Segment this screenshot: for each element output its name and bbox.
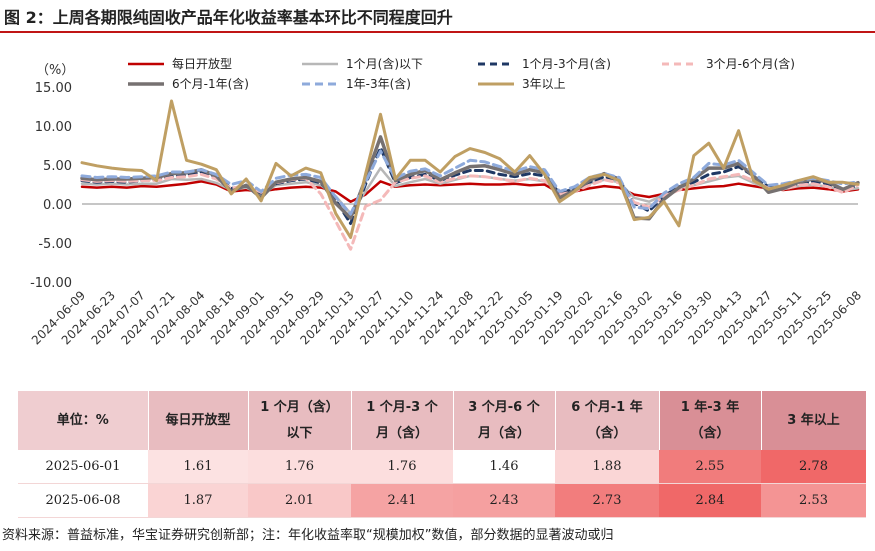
y-tick-label: 15.00 xyxy=(35,81,72,96)
figure-title: 图 2：上周各期限纯固收产品年化收益率基本环比不同程度回升 xyxy=(4,8,453,27)
column-header-line-2: 月（含） xyxy=(375,425,428,441)
yield-table: 单位：% 每日开放型 1 个月（含） 以下 1 个月-3 个月（含） 3 个月-6 个月（… xyxy=(18,391,867,518)
legend-item-label: 3个月-6个月(含) xyxy=(706,56,795,71)
y-tick-label: -5.00 xyxy=(38,237,72,252)
column-header-line-2: （含） xyxy=(690,425,730,441)
table-cell: 2.41 xyxy=(351,483,453,518)
table-cell: 2.01 xyxy=(248,483,351,518)
column-header-line-2: （含） xyxy=(587,425,627,441)
legend-item-label: 1个月-3个月(含) xyxy=(522,56,611,71)
table-cell: 1.76 xyxy=(248,450,351,484)
column-header: 每日开放型 xyxy=(148,391,249,450)
plot-area xyxy=(80,99,860,251)
table-row: 2025-06-01 1.61 1.76 1.76 1.46 1.88 2.55 2.78 xyxy=(18,450,866,484)
row-date: 2025-06-08 xyxy=(18,483,148,518)
column-header-line-1: 每日开放型 xyxy=(165,412,231,428)
column-header: 1 年-3 年 （含） xyxy=(659,391,762,450)
x-axis: 2024-06-092024-06-232024-07-072024-07-21… xyxy=(29,203,864,347)
column-header-line-1: 3 年以上 xyxy=(787,412,840,428)
y-axis-label: （%） xyxy=(36,63,74,78)
column-header-line-1: 单位：% xyxy=(56,412,109,428)
column-header-line-1: 1 个月（含） xyxy=(260,399,339,415)
table-cell: 1.87 xyxy=(148,483,248,518)
legend-item-label: 1年-3年(含) xyxy=(346,76,411,91)
legend-item-label: 6个月-1年(含) xyxy=(172,76,249,91)
y-tick-label: -10.00 xyxy=(30,276,72,291)
y-tick-label: 0.00 xyxy=(43,198,72,213)
series-line-6 xyxy=(80,99,860,239)
legend-item-label: 每日开放型 xyxy=(172,56,232,71)
column-header: 6 个月-1 年 （含） xyxy=(555,391,660,450)
table-cell: 1.88 xyxy=(555,450,659,484)
title-divider xyxy=(0,31,875,33)
table-cell: 2.43 xyxy=(453,483,555,518)
table-cell: 2.73 xyxy=(555,483,659,518)
y-tick-label: 10.00 xyxy=(35,120,72,135)
column-header-line-1: 1 个月-3 个 xyxy=(366,399,438,415)
source-footnote: 资料来源：普益标准，华宝证券研究创新部；注：年化收益率取“规模加权”数值，部分数… xyxy=(2,528,614,543)
table-row: 2025-06-08 1.87 2.01 2.41 2.43 2.73 2.84 2.53 xyxy=(18,483,866,518)
table-cell: 1.76 xyxy=(351,450,453,484)
table-cell: 2.55 xyxy=(659,450,761,484)
y-tick-label: 5.00 xyxy=(43,159,72,174)
column-header-line-1: 1 年-3 年 xyxy=(680,399,740,415)
series-line-3 xyxy=(80,172,860,251)
series-line-0 xyxy=(80,180,860,203)
table-cell: 1.46 xyxy=(453,450,555,484)
column-header-line-1: 6 个月-1 年 xyxy=(571,399,643,415)
column-header: 3 年以上 xyxy=(761,391,867,450)
column-header: 1 个月-3 个月（含） xyxy=(351,391,454,450)
column-header-line-2: 以下 xyxy=(286,425,313,441)
legend-item-label: 3年以上 xyxy=(522,77,566,91)
column-header: 1 个月（含） 以下 xyxy=(248,391,352,450)
table-cell: 2.84 xyxy=(659,483,761,518)
column-header-line-1: 3 个月-6 个 xyxy=(468,399,540,415)
table-header-row: 单位：% 每日开放型 1 个月（含） 以下 1 个月-3 个月（含） 3 个月-6 个月（… xyxy=(18,391,867,450)
column-header: 3 个月-6 个月（含） xyxy=(453,391,556,450)
column-header-line-2: 月（含） xyxy=(477,425,530,441)
line-chart: （%） 每日开放型 1个月(含)以下 1个月-3个月(含) 3个月-6个月(含) 6个月… xyxy=(29,56,864,347)
chart-legend: 每日开放型 1个月(含)以下 1个月-3个月(含) 3个月-6个月(含) 6个月-1年(… xyxy=(128,56,795,91)
row-date: 2025-06-01 xyxy=(18,450,148,484)
y-axis: 15.00 10.00 5.00 0.00 -5.00 -10.00 xyxy=(30,81,72,291)
column-header: 单位：% xyxy=(18,391,149,450)
series-line-5 xyxy=(80,149,860,216)
table-cell: 2.53 xyxy=(761,483,866,518)
legend-item-label: 1个月(含)以下 xyxy=(346,56,423,71)
table-cell: 1.61 xyxy=(148,450,248,484)
table-cell: 2.78 xyxy=(761,450,866,484)
